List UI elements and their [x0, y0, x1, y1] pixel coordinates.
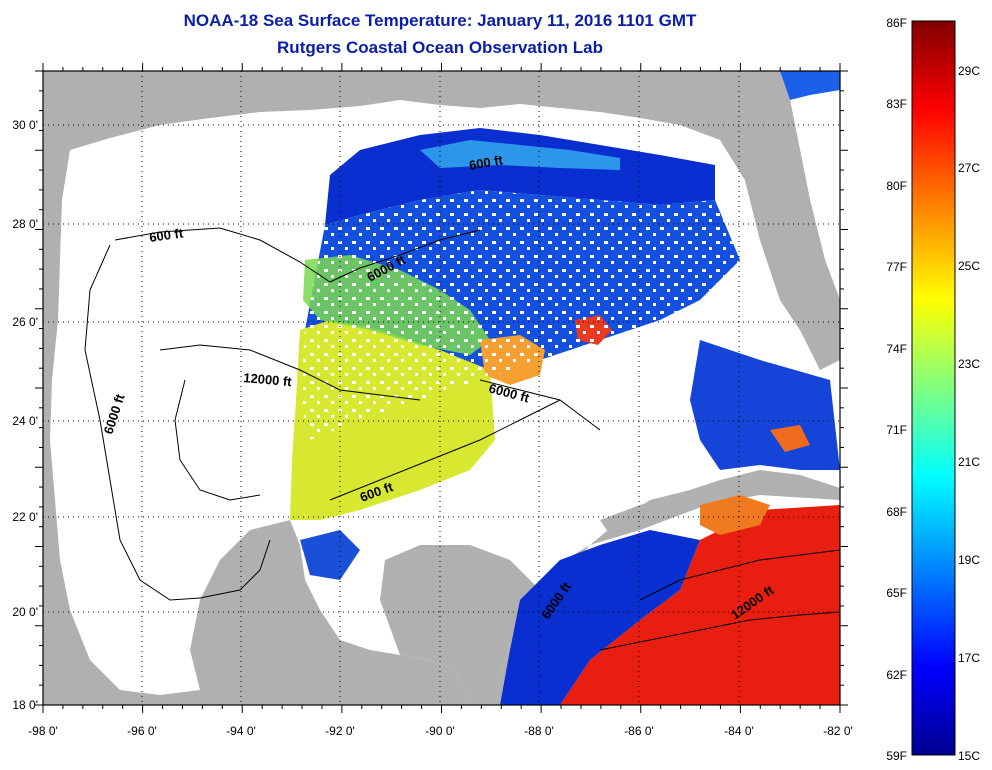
- atlantic-water: [780, 71, 840, 300]
- colorbar-f-label: 74F: [886, 342, 907, 356]
- colorbar-f-label: 65F: [886, 586, 907, 600]
- y-tick-label: 20 0': [12, 605, 38, 619]
- x-tick-label: -88 0': [524, 724, 554, 738]
- y-axis-labels: 30 0' 28 0' 26 0' 24 0' 22 0' 20 0' 18 0…: [12, 118, 38, 712]
- colorbar-f-label: 80F: [886, 179, 907, 193]
- bathymetry-contours: [84, 227, 840, 651]
- y-tick-label: 28 0': [12, 217, 38, 231]
- x-tick-label: -90 0': [425, 724, 455, 738]
- graticule: [43, 71, 840, 705]
- colorbar-c-label: 15C: [958, 749, 980, 763]
- x-tick-label: -98 0': [28, 724, 58, 738]
- x-tick-label: -94 0': [226, 724, 256, 738]
- y-tick-label: 30 0': [12, 118, 38, 132]
- sst-atlantic: [780, 71, 840, 100]
- colorbar-f-labels: 86F 83F 80F 77F 74F 71F 68F 65F 62F 59F: [886, 16, 907, 763]
- map-title: NOAA-18 Sea Surface Temperature: January…: [183, 11, 697, 30]
- colorbar-c-label: 17C: [958, 651, 980, 665]
- x-tick-label: -96 0': [127, 724, 157, 738]
- y-tick-label: 22 0': [12, 510, 38, 524]
- cuba-land: [600, 470, 840, 535]
- colorbar: [911, 20, 956, 756]
- sst-east-orange: [770, 425, 810, 452]
- y-tick-label: 26 0': [12, 315, 38, 329]
- sst-campeche: [300, 530, 360, 580]
- contour-label-600-west: 600 ft: [148, 225, 184, 245]
- sst-cyan-streak: [420, 140, 620, 170]
- contour-label-600-north: 600 ft: [468, 152, 505, 173]
- colorbar-c-label: 19C: [958, 553, 980, 567]
- x-tick-label: -84 0': [724, 724, 754, 738]
- colorbar-f-label: 62F: [886, 668, 907, 682]
- colorbar-c-label: 27C: [958, 161, 980, 175]
- y-tick-label: 18 0': [12, 698, 38, 712]
- colorbar-f-label: 77F: [886, 260, 907, 274]
- colorbar-c-label: 21C: [958, 455, 980, 469]
- x-tick-label: -86 0': [624, 724, 654, 738]
- colorbar-c-labels: 29C 27C 25C 23C 21C 19C 17C 15C: [958, 64, 980, 763]
- colorbar-f-label: 71F: [886, 423, 907, 437]
- map-subtitle: Rutgers Coastal Ocean Observation Lab: [277, 38, 603, 57]
- y-tick-label: 24 0': [12, 414, 38, 428]
- x-tick-label: -92 0': [325, 724, 355, 738]
- colorbar-f-label: 86F: [886, 16, 907, 30]
- colorbar-c-label: 23C: [958, 357, 980, 371]
- axis-ticks: [35, 63, 848, 713]
- sst-cloud-mask: [300, 190, 740, 440]
- colorbar-f-label: 83F: [886, 97, 907, 111]
- sst-yucatan-cold: [500, 530, 700, 705]
- yucatan-land: [380, 545, 540, 705]
- x-axis-labels: -98 0' -96 0' -94 0' -92 0' -90 0' -88 0…: [28, 724, 853, 738]
- contour-label-12000-gulf: 12000 ft: [243, 370, 293, 389]
- sst-caribbean-warm: [560, 505, 840, 705]
- colorbar-c-label: 29C: [958, 64, 980, 78]
- x-tick-label: -82 0': [823, 724, 853, 738]
- colorbar-c-label: 25C: [958, 259, 980, 273]
- colorbar-f-label: 59F: [886, 749, 907, 763]
- colorbar-f-label: 68F: [886, 505, 907, 519]
- sst-caribbean-orange: [700, 495, 770, 535]
- florida-land: [720, 95, 840, 370]
